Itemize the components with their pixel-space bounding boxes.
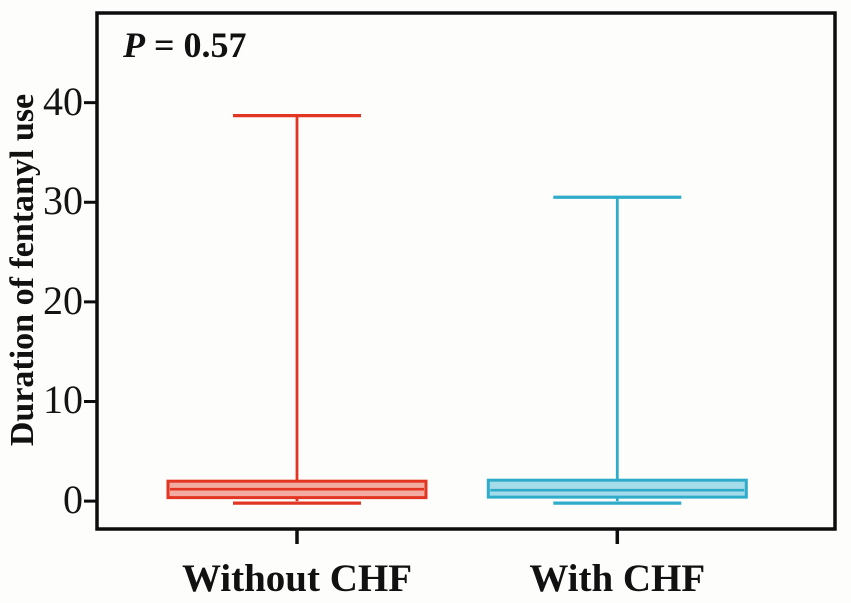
x-category-label-with-chf: With CHF	[529, 557, 706, 600]
x-category-label-without-chf: Without CHF	[181, 557, 413, 600]
plot-frame	[95, 11, 837, 531]
p-value-number: = 0.57	[145, 25, 247, 65]
y-tick-label: 10	[43, 377, 83, 423]
y-tick-label: 20	[43, 278, 83, 324]
p-value-symbol: P	[123, 25, 145, 65]
y-tick-label: 40	[43, 78, 83, 124]
y-tick-label: 30	[43, 178, 83, 224]
y-axis-title: Duration of fentanyl use	[4, 93, 41, 447]
y-tick-label: 0	[63, 477, 83, 523]
p-value-annotation: P = 0.57	[123, 25, 247, 66]
box-with-chf	[486, 478, 748, 499]
